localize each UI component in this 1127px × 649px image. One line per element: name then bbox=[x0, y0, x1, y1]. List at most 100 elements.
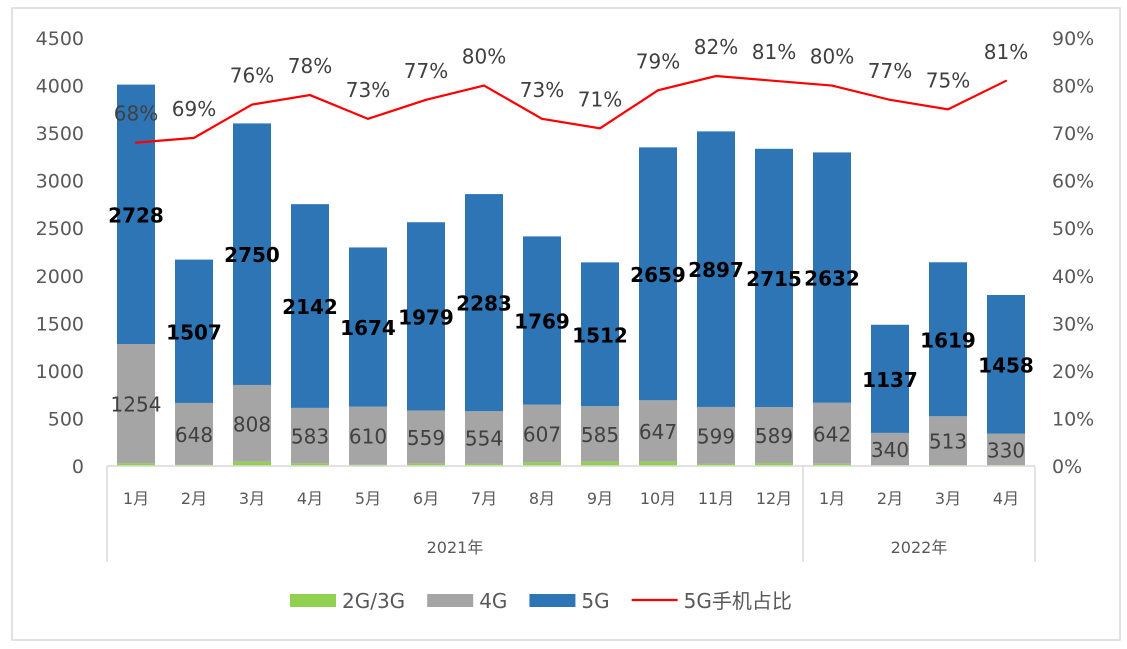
y-tick-label: 0 bbox=[72, 456, 84, 478]
bar-5g bbox=[233, 123, 271, 385]
line-point bbox=[483, 84, 485, 87]
x-tick-label: 12月 bbox=[756, 489, 792, 508]
y2-tick-label: 20% bbox=[1052, 361, 1094, 383]
y2-tick-label: 0% bbox=[1052, 456, 1082, 478]
data-label-5g: 1507 bbox=[166, 320, 222, 344]
bar-2g3g bbox=[291, 463, 329, 466]
data-label-4g: 607 bbox=[523, 423, 561, 447]
data-label-5g: 1769 bbox=[514, 310, 570, 334]
data-label-4g: 808 bbox=[233, 412, 271, 436]
data-label-4g: 585 bbox=[581, 423, 619, 447]
line-point bbox=[947, 108, 949, 111]
x-tick-label: 5月 bbox=[355, 489, 381, 508]
bar-4g bbox=[639, 400, 677, 462]
data-label-share: 73% bbox=[520, 78, 564, 102]
bar-5g bbox=[871, 324, 909, 433]
bar-5g bbox=[755, 148, 793, 408]
bar-2g3g bbox=[639, 461, 677, 466]
data-label-share: 82% bbox=[694, 35, 738, 59]
data-label-share: 80% bbox=[810, 45, 854, 69]
data-label-5g: 1458 bbox=[978, 353, 1034, 377]
y-tick-label: 500 bbox=[48, 408, 84, 430]
line-point bbox=[1005, 79, 1007, 82]
data-label-4g: 642 bbox=[813, 422, 851, 446]
x-tick-label: 6月 bbox=[413, 489, 439, 508]
line-point bbox=[831, 84, 833, 87]
data-label-4g: 554 bbox=[465, 427, 503, 451]
data-label-share: 71% bbox=[578, 87, 622, 111]
data-label-share: 76% bbox=[230, 64, 274, 88]
y-tick-label: 2000 bbox=[36, 266, 84, 288]
bar-4g bbox=[407, 410, 445, 464]
bar-5g bbox=[581, 262, 619, 407]
bar-2g3g bbox=[813, 463, 851, 466]
data-label-share: 77% bbox=[868, 59, 912, 83]
bar-2g3g bbox=[523, 462, 561, 466]
data-label-share: 75% bbox=[926, 68, 970, 92]
bar-5g bbox=[349, 247, 387, 407]
y-tick-label: 1500 bbox=[36, 313, 84, 335]
bar-2g3g bbox=[755, 463, 793, 466]
x-tick-label: 11月 bbox=[698, 489, 734, 508]
bar-2g3g bbox=[117, 463, 155, 466]
y2-tick-label: 70% bbox=[1052, 123, 1094, 145]
data-label-4g: 583 bbox=[291, 425, 329, 449]
line-point bbox=[425, 98, 427, 101]
x-tick-label: 1月 bbox=[819, 489, 845, 508]
line-point bbox=[599, 127, 601, 130]
x-tick-label: 8月 bbox=[529, 489, 555, 508]
bar-5g bbox=[697, 131, 735, 407]
x-tick-label: 7月 bbox=[471, 489, 497, 508]
bar-2g3g bbox=[407, 463, 445, 466]
bar-4g bbox=[175, 402, 213, 465]
y-tick-label: 3000 bbox=[36, 171, 84, 193]
y2-tick-label: 40% bbox=[1052, 266, 1094, 288]
bar-4g bbox=[755, 407, 793, 464]
data-label-4g: 589 bbox=[755, 424, 793, 448]
data-label-5g: 1674 bbox=[340, 316, 396, 340]
data-label-4g: 513 bbox=[929, 430, 967, 454]
data-label-5g: 1137 bbox=[862, 368, 918, 392]
line-point bbox=[715, 75, 717, 78]
data-label-share: 68% bbox=[114, 102, 158, 126]
bar-5g bbox=[987, 294, 1025, 434]
data-label-4g: 559 bbox=[407, 426, 445, 450]
bar-5g bbox=[523, 236, 561, 405]
y2-tick-label: 60% bbox=[1052, 171, 1094, 193]
data-label-share: 79% bbox=[636, 49, 680, 73]
bar-4g bbox=[291, 407, 329, 464]
legend-label: 5G手机占比 bbox=[684, 589, 792, 613]
bar-5g bbox=[291, 204, 329, 408]
group-label: 2022年 bbox=[891, 538, 948, 557]
bar-5g bbox=[117, 84, 155, 345]
data-label-4g: 1254 bbox=[111, 393, 162, 417]
data-label-5g: 2283 bbox=[456, 292, 512, 316]
line-point bbox=[657, 89, 659, 92]
legend-label: 5G bbox=[581, 589, 609, 613]
data-label-4g: 340 bbox=[871, 438, 909, 462]
bar-4g bbox=[871, 432, 909, 466]
data-label-share: 81% bbox=[752, 40, 796, 64]
line-point bbox=[773, 79, 775, 82]
data-label-4g: 610 bbox=[349, 425, 387, 449]
bar-4g bbox=[233, 384, 271, 462]
bar-4g bbox=[117, 344, 155, 464]
data-label-4g: 647 bbox=[639, 420, 677, 444]
legend-swatch bbox=[529, 594, 576, 607]
data-label-5g: 1512 bbox=[572, 323, 628, 347]
data-label-4g: 330 bbox=[987, 438, 1025, 462]
data-label-share: 77% bbox=[404, 59, 448, 83]
bar-5g bbox=[465, 194, 503, 412]
data-label-4g: 648 bbox=[175, 423, 213, 447]
line-5g-share bbox=[135, 74, 1007, 144]
bar-5g bbox=[813, 152, 851, 403]
bar-5g bbox=[175, 259, 213, 403]
bar-4g bbox=[697, 406, 735, 464]
legend-swatch bbox=[290, 594, 336, 607]
data-label-5g: 2632 bbox=[804, 267, 860, 291]
line-point bbox=[367, 117, 369, 120]
data-label-5g: 1619 bbox=[920, 328, 976, 352]
bar-2g3g bbox=[233, 461, 271, 466]
y2-tick-label: 80% bbox=[1052, 76, 1094, 98]
